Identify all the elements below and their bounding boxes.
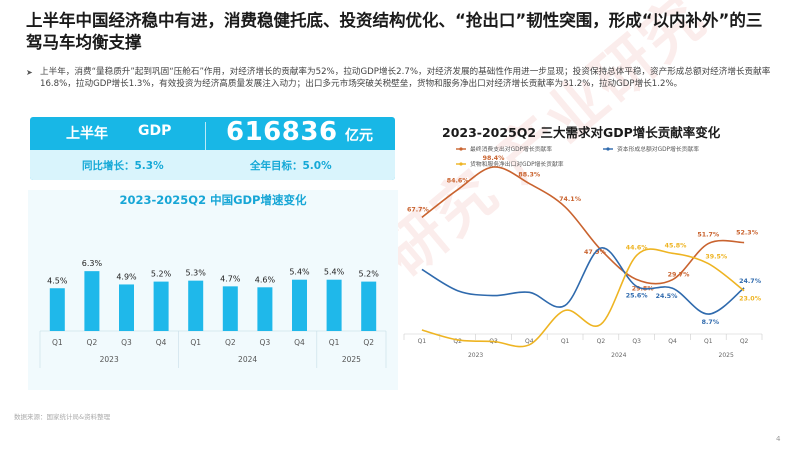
gdp-bar-label: 5.2% <box>359 270 380 279</box>
gdp-x-tick-label: Q1 <box>52 338 63 347</box>
gdp-bar-label: 6.3% <box>82 259 103 268</box>
summary-text: 上半年，消费“量稳质升”起到巩固“压舱石”作用，对经济增长的贡献率为52%，拉动… <box>40 67 771 89</box>
series-data-label: 98.4% <box>483 155 506 162</box>
gdp-year-label: 2023 <box>100 355 119 364</box>
series-data-label: 23.0% <box>739 296 762 303</box>
series-line <box>421 166 745 285</box>
gdp-year-label: 2025 <box>342 355 361 364</box>
bullet-arrow-icon: ➤ <box>26 68 33 77</box>
gdp-x-tick-label: Q2 <box>363 338 374 347</box>
series-data-label: 67.7% <box>407 206 430 213</box>
legend-marker <box>459 162 463 166</box>
series-data-label: 88.3% <box>518 172 541 179</box>
line-x-tick-label: Q1 <box>418 338 427 345</box>
gdp-bar <box>84 271 100 331</box>
line-x-tick-label: Q4 <box>668 338 677 345</box>
gdp-bar <box>257 287 273 331</box>
page-title: 上半年中国经济稳中有进，消费稳健托底、投资结构优化、“抢出口”韧性突围，形成“以… <box>26 11 763 52</box>
gdp-x-tick-label: Q3 <box>260 338 271 347</box>
series-line <box>421 247 745 315</box>
contribution-line-chart: 最终消费支出对GDP增长贡献率 资本形成总额对GDP增长贡献率货物和服务净出口对G… <box>403 145 763 359</box>
gdp-bar-label: 5.2% <box>151 270 172 279</box>
gdp-bar <box>222 286 238 331</box>
gdp-chart-panel: 2023-2025Q2 中国GDP增速变化 4.5% Q1 6.3% Q2 4.9% Q3… <box>28 190 398 390</box>
gdp-chart-title: 2023-2025Q2 中国GDP增速变化 <box>120 193 307 207</box>
legend-marker <box>459 147 463 151</box>
series-data-label: 29.7% <box>668 272 691 279</box>
gdp-bar <box>188 280 204 331</box>
series-data-label: 51.7% <box>697 232 720 239</box>
series-data-label: 52.3% <box>736 230 759 237</box>
series-data-label: 44.6% <box>626 244 649 251</box>
banner-subbar: 同比增长：5.3% 全年目标：5.0% <box>30 150 395 180</box>
gdp-growth-bar-chart: 2023-2025Q2 中国GDP增速变化 4.5% Q1 6.3% Q2 4.9% Q3… <box>39 193 387 368</box>
gdp-bar-label: 4.5% <box>47 276 68 285</box>
gdp-bar <box>153 281 169 331</box>
banner-gdp-value: 616836 <box>226 117 338 147</box>
line-x-tick-label: Q1 <box>561 338 570 345</box>
series-data-label: 84.6% <box>447 178 470 185</box>
page-number: 4 <box>776 435 781 443</box>
banner-period-label: 上半年 <box>66 126 108 142</box>
gdp-bar-label: 5.3% <box>186 269 207 278</box>
gdp-bar-label: 4.9% <box>116 272 137 281</box>
line-x-tick-label: Q2 <box>597 338 606 345</box>
gdp-bar <box>326 279 342 331</box>
banner-annual-target: 全年目标：5.0% <box>250 160 332 172</box>
line-year-label: 2023 <box>468 352 483 359</box>
series-data-label: 74.1% <box>559 196 582 203</box>
banner-yoy-growth: 同比增长：5.3% <box>82 160 164 172</box>
line-year-label: 2024 <box>611 352 626 359</box>
legend-label: 资本形成总额对GDP增长贡献率 <box>617 145 699 153</box>
series-data-label: 24.5% <box>656 293 679 300</box>
summary-paragraph: ➤ 上半年，消费“量稳质升”起到巩固“压舱石”作用，对经济增长的贡献率为52%，… <box>26 67 776 90</box>
data-source-note: 数据来源：国家统计局&资料整理 <box>14 413 111 421</box>
gdp-bar <box>361 281 377 331</box>
legend-label: 最终消费支出对GDP增长贡献率 <box>470 145 552 153</box>
gdp-bar <box>119 284 134 331</box>
contribution-chart-title: 2023-2025Q2 三大需求对GDP增长贡献率变化 <box>442 125 721 140</box>
gdp-x-tick-label: Q3 <box>121 338 132 347</box>
gdp-x-tick-label: Q1 <box>329 338 340 347</box>
gdp-x-tick-label: Q4 <box>294 338 305 347</box>
series-data-label: 8.7% <box>702 319 720 326</box>
gdp-bar <box>49 288 65 331</box>
line-x-tick-label: Q1 <box>704 338 713 345</box>
banner-divider <box>205 122 206 175</box>
gdp-year-label: 2024 <box>238 355 257 364</box>
gdp-bar-label: 5.4% <box>324 268 345 277</box>
banner-gdp-unit: 亿元 <box>345 128 373 144</box>
gdp-x-tick-label: Q2 <box>225 338 236 347</box>
series-data-label: 39.5% <box>705 254 728 261</box>
series-data-label: 45.8% <box>665 242 688 249</box>
line-x-tick-label: Q4 <box>525 338 534 345</box>
gdp-bar <box>292 279 307 331</box>
series-data-label: 24.7% <box>739 278 762 285</box>
gdp-x-tick-label: Q4 <box>156 338 167 347</box>
gdp-banner: 上半年 GDP 616836 亿元 同比增长：5.3% 全年目标：5.0% <box>30 117 395 180</box>
series-data-label: 25.6% <box>626 292 649 299</box>
gdp-bar-label: 5.4% <box>289 268 310 277</box>
gdp-x-tick-label: Q2 <box>87 338 98 347</box>
gdp-bar-label: 4.6% <box>255 275 276 284</box>
series-line <box>421 248 745 348</box>
legend-label: 货物和服务净出口对GDP增长贡献率 <box>470 160 564 168</box>
line-x-tick-label: Q2 <box>740 338 749 345</box>
line-x-tick-label: Q2 <box>453 338 462 345</box>
legend-marker <box>606 147 610 151</box>
line-year-label: 2025 <box>719 352 734 359</box>
banner-gdp-label: GDP <box>138 123 172 139</box>
gdp-x-tick-label: Q1 <box>190 338 201 347</box>
gdp-bar-label: 4.7% <box>220 274 241 283</box>
line-x-tick-label: Q3 <box>632 338 641 345</box>
